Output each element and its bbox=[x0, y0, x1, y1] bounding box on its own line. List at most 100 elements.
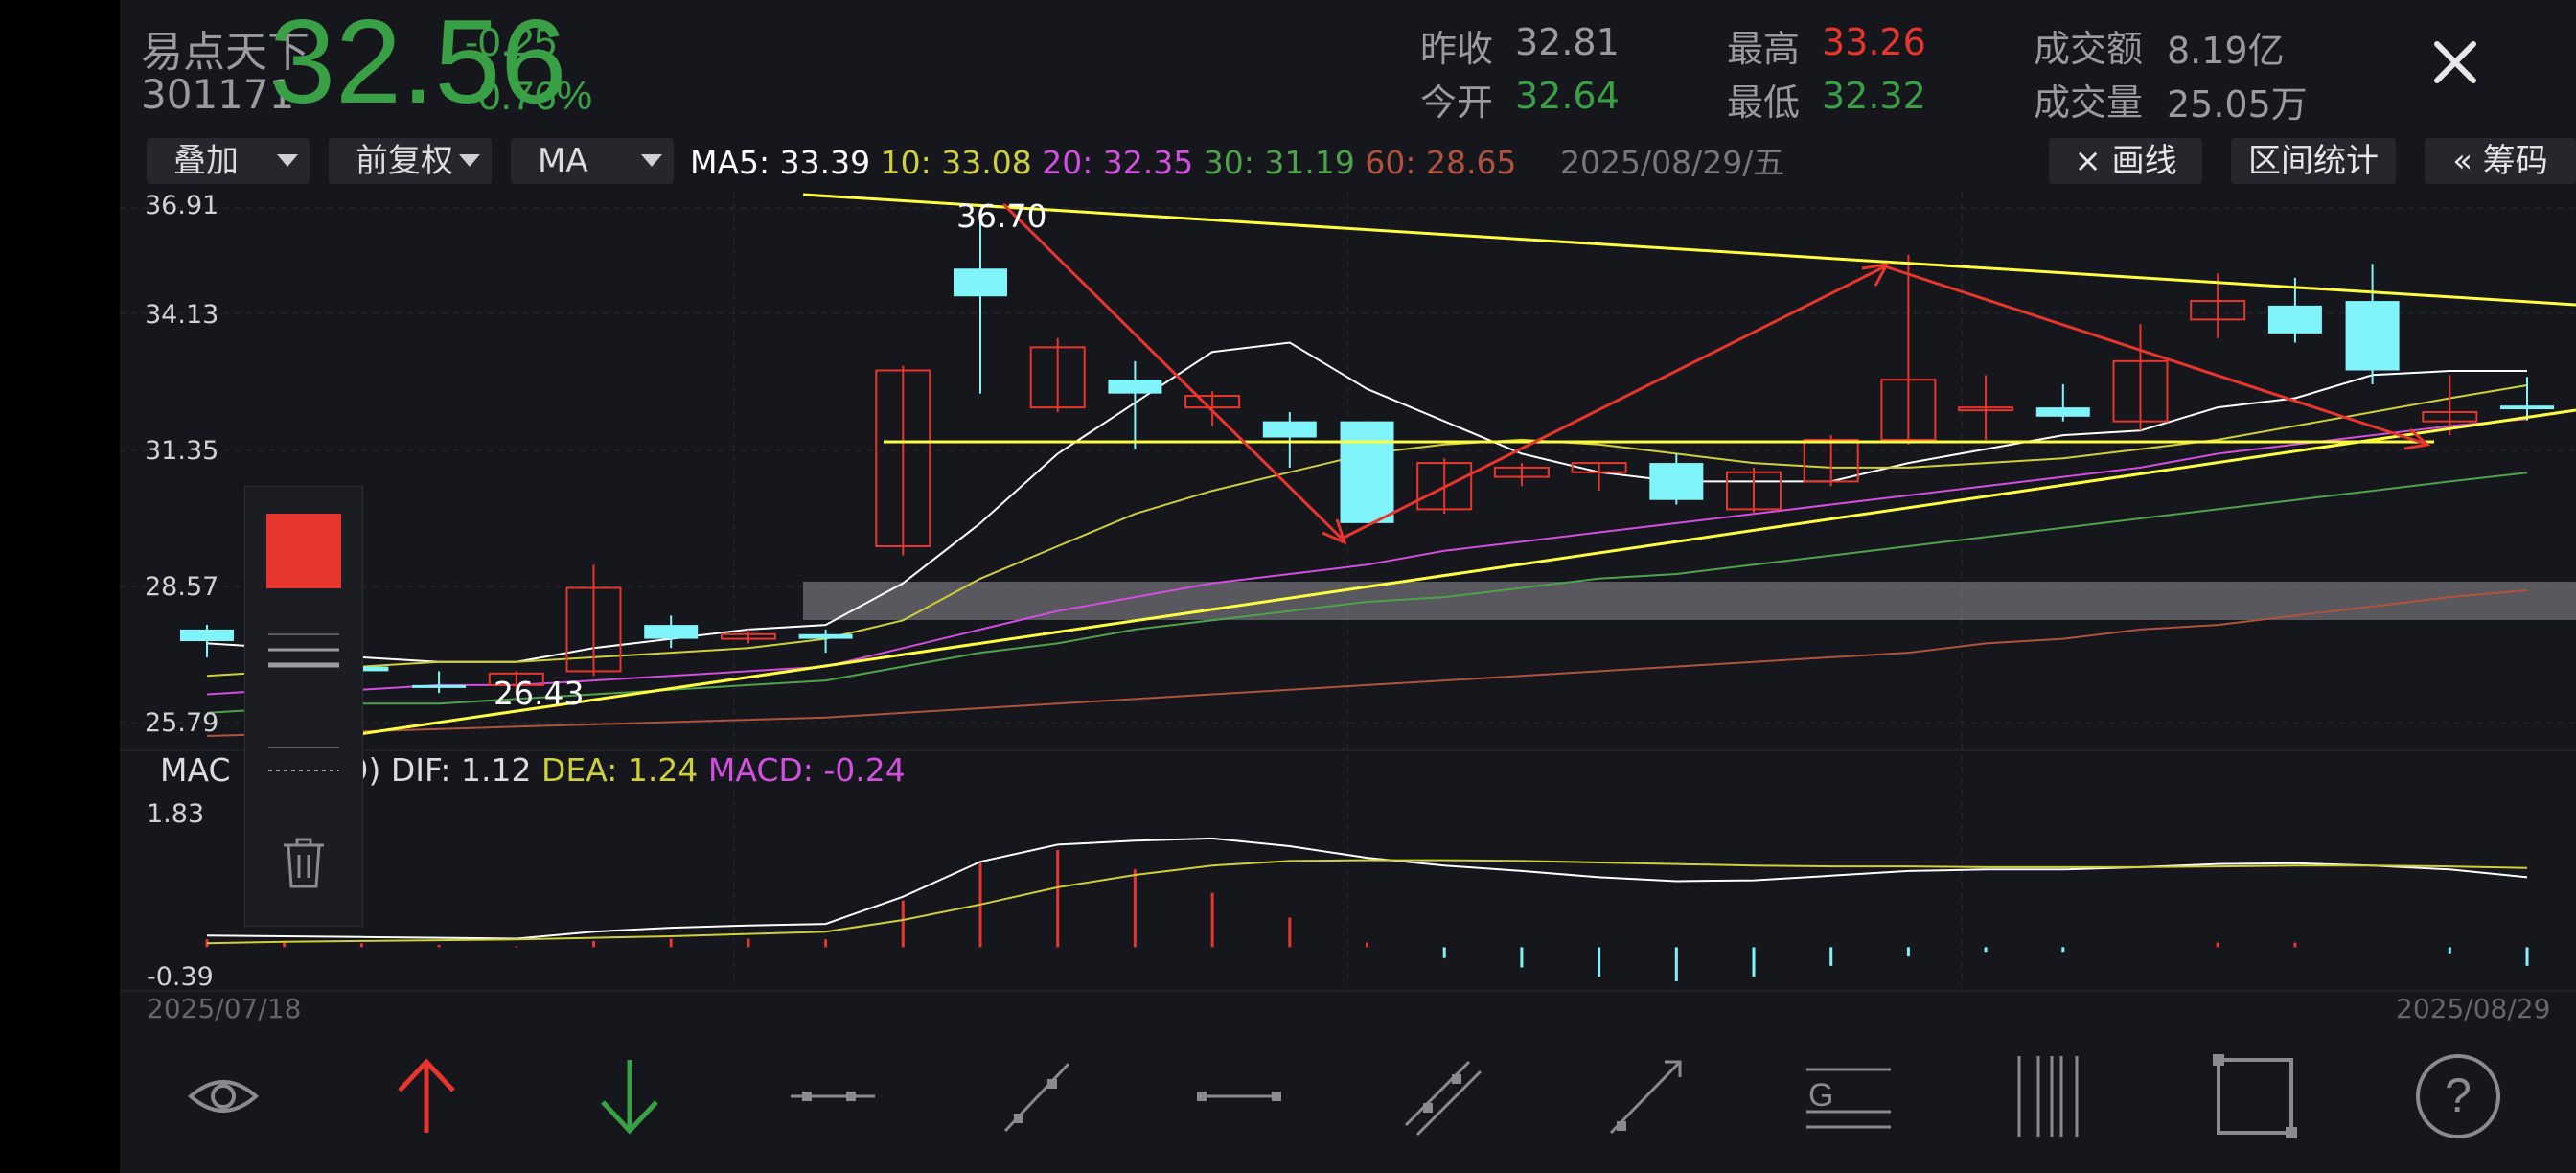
date-label: 2025/08/29/五 bbox=[1560, 144, 1785, 181]
dif-value: DIF: 1.12 bbox=[390, 751, 532, 789]
stock-code: 301171 bbox=[141, 71, 295, 118]
eye-icon[interactable] bbox=[175, 1048, 271, 1144]
macd-title: MAC bbox=[160, 751, 231, 789]
color-swatch[interactable] bbox=[266, 514, 341, 588]
svg-text:G: G bbox=[1808, 1077, 1833, 1114]
ma60-value: 60: 28.65 bbox=[1365, 144, 1517, 181]
dif-line bbox=[206, 837, 2528, 940]
low-label: 最低 bbox=[1727, 81, 1801, 124]
ma-legend: MA5: 33.39 10: 33.08 20: 32.35 30: 31.19… bbox=[690, 142, 1516, 184]
candle bbox=[1340, 421, 1394, 523]
ma20-value: 20: 32.35 bbox=[1042, 144, 1194, 181]
overlay-label: 叠加 bbox=[173, 142, 239, 180]
low-annotation: 26.43 bbox=[494, 675, 585, 712]
candle bbox=[2422, 375, 2478, 436]
open-value: 32.64 bbox=[1515, 75, 1620, 117]
price-axis-label: 28.57 bbox=[145, 572, 219, 602]
chevron-down-icon bbox=[641, 154, 662, 167]
extend-line-icon[interactable] bbox=[1598, 1048, 1693, 1144]
indicator-label: MA bbox=[538, 142, 588, 180]
candle-body bbox=[565, 586, 622, 673]
price-axis-label: 25.79 bbox=[145, 708, 219, 738]
parallel-channel-icon[interactable] bbox=[1394, 1048, 1490, 1144]
prev-close-value: 32.81 bbox=[1515, 21, 1620, 63]
arrow-path-2 bbox=[1341, 264, 1886, 540]
candle bbox=[1184, 391, 1241, 426]
candle bbox=[2112, 324, 2169, 431]
candle bbox=[1262, 411, 1317, 468]
candle-body bbox=[180, 629, 234, 642]
ma60-line bbox=[206, 588, 2528, 737]
arrow-head bbox=[1322, 518, 1347, 545]
indicator-dropdown[interactable]: MA bbox=[511, 138, 674, 184]
candle-body bbox=[2422, 410, 2478, 423]
chips-button[interactable]: « 筹码 bbox=[2425, 138, 2576, 184]
ma30-line bbox=[206, 472, 2528, 714]
overlay-dropdown[interactable]: 叠加 bbox=[147, 138, 310, 184]
candle-body bbox=[1726, 471, 1782, 511]
candle-body bbox=[644, 625, 699, 639]
candle bbox=[180, 625, 234, 657]
candle bbox=[1803, 435, 1859, 487]
segment-icon[interactable] bbox=[785, 1048, 881, 1144]
svg-text:?: ? bbox=[2445, 1069, 2472, 1122]
vertical-lines-icon[interactable] bbox=[2004, 1048, 2100, 1144]
candles bbox=[180, 218, 2554, 700]
candle bbox=[875, 365, 932, 556]
amount-value: 8.19亿 bbox=[2167, 30, 2285, 72]
candle bbox=[488, 671, 544, 695]
candle bbox=[2345, 264, 2400, 384]
gann-icon[interactable]: G bbox=[1801, 1048, 1897, 1144]
candle-body bbox=[2345, 301, 2400, 371]
candle-body bbox=[412, 684, 467, 688]
arrow-down-icon[interactable] bbox=[582, 1048, 678, 1144]
candle bbox=[1880, 254, 1937, 445]
stock-name: 易点天下 bbox=[141, 28, 310, 77]
amount-label: 成交额 bbox=[2034, 28, 2144, 70]
arrow-up-icon[interactable] bbox=[379, 1048, 474, 1144]
ray-icon[interactable] bbox=[988, 1048, 1084, 1144]
low-value: 32.32 bbox=[1822, 75, 1926, 117]
price-axis-label: 36.91 bbox=[145, 191, 219, 220]
draw-line-button[interactable]: × 画线 bbox=[2049, 138, 2202, 184]
trendline-top bbox=[802, 193, 2576, 307]
arrow-head bbox=[2404, 427, 2431, 450]
arrow-path-3 bbox=[1884, 264, 2426, 446]
candle bbox=[1726, 467, 1782, 515]
volume-label: 成交量 bbox=[2034, 81, 2144, 124]
candle bbox=[2036, 383, 2090, 422]
macd-legend: MAC,26,9) DIF: 1.12 DEA: 1.24 MACD: -0.2… bbox=[160, 751, 906, 789]
rectangle-icon[interactable] bbox=[2207, 1048, 2303, 1144]
macd-value: MACD: -0.24 bbox=[707, 751, 906, 789]
delete-icon[interactable] bbox=[280, 834, 328, 891]
candle bbox=[565, 564, 622, 677]
candle-body bbox=[1108, 380, 1162, 394]
line-style-dashed-icon[interactable] bbox=[264, 738, 343, 776]
candle-body bbox=[1649, 463, 1704, 500]
candle-body bbox=[2190, 300, 2246, 321]
ma5-value: MA5: 33.39 bbox=[690, 144, 871, 181]
user-drawings bbox=[358, 193, 2576, 736]
arrow-head bbox=[1861, 263, 1890, 287]
candle-body bbox=[798, 633, 853, 639]
kline-chart[interactable] bbox=[120, 0, 2576, 1173]
range-stats-button[interactable]: 区间统计 bbox=[2231, 138, 2396, 184]
candle bbox=[644, 615, 699, 649]
candle-body bbox=[2112, 359, 2169, 423]
candle-body bbox=[2500, 405, 2554, 410]
candle-body bbox=[875, 369, 932, 548]
close-icon[interactable] bbox=[2427, 34, 2483, 90]
candle-body bbox=[720, 632, 776, 640]
start-date: 2025/07/18 bbox=[147, 993, 302, 1024]
candle bbox=[1571, 462, 1627, 492]
adjust-dropdown[interactable]: 前复权 bbox=[329, 138, 492, 184]
ma20-line bbox=[206, 418, 2528, 696]
trendline-bottom bbox=[358, 408, 2576, 736]
chevron-down-icon bbox=[459, 154, 480, 167]
candle-body bbox=[488, 672, 544, 686]
end-date: 2025/08/29 bbox=[2396, 993, 2551, 1024]
help-icon[interactable]: ? bbox=[2410, 1048, 2506, 1144]
horizontal-line-icon[interactable] bbox=[1191, 1048, 1287, 1144]
support-zone bbox=[803, 582, 2576, 620]
line-style-icon[interactable] bbox=[264, 631, 343, 678]
